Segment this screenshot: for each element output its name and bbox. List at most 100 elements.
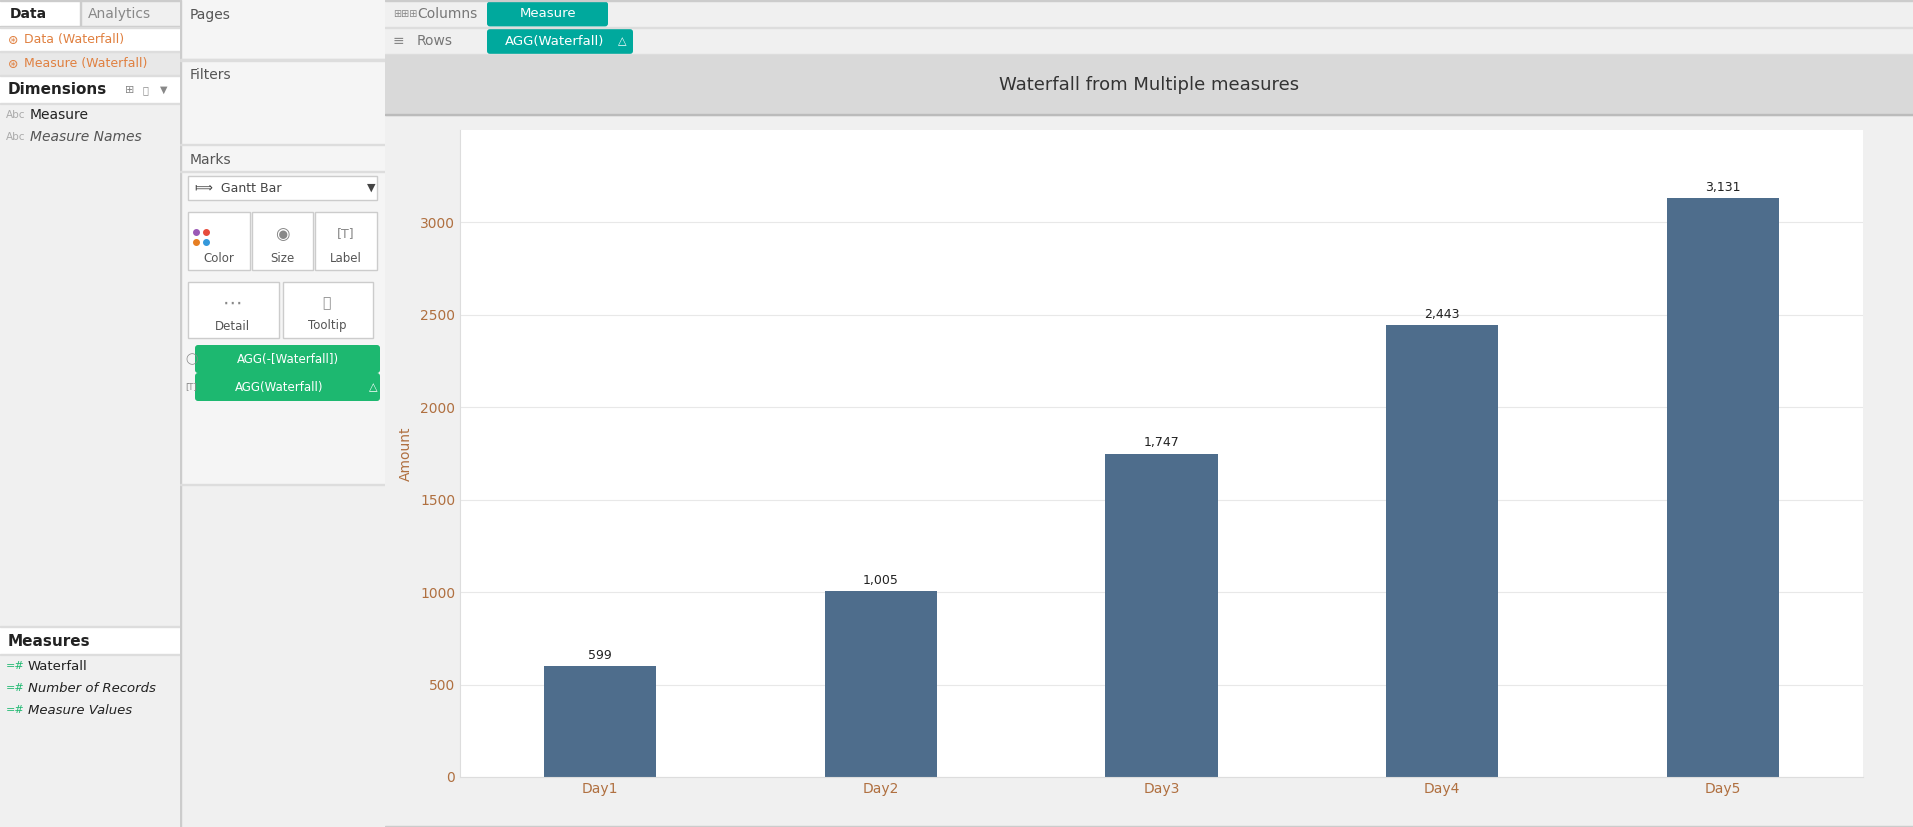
Text: Measure Values: Measure Values bbox=[29, 704, 132, 716]
FancyBboxPatch shape bbox=[488, 2, 608, 26]
Bar bbox=[0, 27, 180, 28]
FancyBboxPatch shape bbox=[195, 373, 381, 401]
Bar bbox=[0, 0, 80, 27]
FancyBboxPatch shape bbox=[195, 345, 381, 373]
Text: ⊞: ⊞ bbox=[124, 85, 134, 95]
Bar bbox=[385, 0, 1913, 27]
Bar bbox=[385, 826, 1913, 827]
Bar bbox=[0, 626, 180, 627]
Bar bbox=[0, 0, 180, 1]
Text: 2,443: 2,443 bbox=[1425, 308, 1460, 321]
Text: Measure Names: Measure Names bbox=[31, 130, 142, 144]
Bar bbox=[180, 171, 385, 172]
Bar bbox=[1387, 325, 1498, 777]
Text: Waterfall from Multiple measures: Waterfall from Multiple measures bbox=[999, 76, 1299, 94]
Text: =#: =# bbox=[6, 705, 25, 715]
Text: Number of Records: Number of Records bbox=[29, 681, 155, 695]
Bar bbox=[385, 55, 1913, 115]
Text: Tooltip: Tooltip bbox=[308, 319, 346, 332]
Text: 3,131: 3,131 bbox=[1704, 180, 1741, 194]
Text: =#: =# bbox=[6, 683, 25, 693]
Bar bbox=[385, 114, 1913, 115]
Text: Detail: Detail bbox=[214, 319, 251, 332]
Bar bbox=[1666, 198, 1779, 777]
Bar bbox=[0, 76, 180, 104]
Text: [T]: [T] bbox=[337, 227, 356, 241]
Text: ▼: ▼ bbox=[161, 85, 168, 95]
Text: =#: =# bbox=[6, 661, 25, 671]
Bar bbox=[0, 75, 180, 76]
Text: Label: Label bbox=[331, 251, 362, 265]
Bar bbox=[180, 59, 385, 60]
Bar bbox=[0, 51, 180, 52]
Bar bbox=[385, 54, 1913, 55]
Text: Color: Color bbox=[203, 251, 233, 265]
Y-axis label: Amount: Amount bbox=[400, 426, 413, 480]
Text: △: △ bbox=[369, 382, 377, 392]
Bar bbox=[385, 0, 1913, 1]
Text: Abc: Abc bbox=[6, 110, 25, 120]
Text: ⋯: ⋯ bbox=[222, 294, 243, 313]
Text: Abc: Abc bbox=[6, 132, 25, 142]
Text: Analytics: Analytics bbox=[88, 7, 151, 21]
Bar bbox=[543, 667, 656, 777]
Bar bbox=[0, 654, 180, 655]
Text: Measure: Measure bbox=[520, 7, 576, 20]
Bar bbox=[180, 60, 385, 61]
Text: AGG(Waterfall): AGG(Waterfall) bbox=[505, 35, 605, 48]
Text: Pages: Pages bbox=[189, 8, 231, 22]
Text: Size: Size bbox=[270, 251, 295, 265]
Bar bbox=[0, 28, 180, 52]
Text: Measures: Measures bbox=[8, 633, 90, 648]
Bar bbox=[0, 627, 180, 655]
FancyBboxPatch shape bbox=[488, 29, 633, 54]
Text: Measure (Waterfall): Measure (Waterfall) bbox=[25, 58, 147, 70]
Bar bbox=[253, 212, 314, 270]
Text: 💬: 💬 bbox=[323, 296, 331, 310]
Text: Waterfall: Waterfall bbox=[29, 659, 88, 672]
Text: 1,005: 1,005 bbox=[863, 574, 899, 586]
Text: Data (Waterfall): Data (Waterfall) bbox=[25, 34, 124, 46]
Text: [T]: [T] bbox=[186, 383, 197, 391]
Bar bbox=[187, 176, 377, 200]
Bar bbox=[187, 282, 279, 338]
Text: ⊛: ⊛ bbox=[8, 58, 19, 70]
Bar bbox=[1106, 454, 1217, 777]
Bar bbox=[180, 145, 385, 485]
Text: 1,747: 1,747 bbox=[1144, 437, 1180, 449]
Bar bbox=[0, 52, 180, 76]
Bar bbox=[385, 26, 1913, 27]
Text: Rows: Rows bbox=[417, 34, 453, 48]
Text: 599: 599 bbox=[589, 648, 612, 662]
Text: AGG(Waterfall): AGG(Waterfall) bbox=[235, 380, 323, 394]
Text: ≡: ≡ bbox=[392, 34, 406, 48]
Text: ⊞⊞⊞: ⊞⊞⊞ bbox=[392, 9, 417, 19]
Text: Data: Data bbox=[10, 7, 48, 21]
Text: Measure: Measure bbox=[31, 108, 90, 122]
Text: ◉: ◉ bbox=[275, 225, 289, 243]
Bar bbox=[180, 60, 385, 145]
Text: Marks: Marks bbox=[189, 153, 231, 167]
Text: Dimensions: Dimensions bbox=[8, 83, 107, 98]
Bar bbox=[0, 0, 180, 27]
Bar bbox=[283, 282, 373, 338]
Text: ◯: ◯ bbox=[186, 353, 197, 365]
Bar bbox=[180, 59, 385, 60]
Text: Filters: Filters bbox=[189, 68, 231, 82]
Bar bbox=[0, 26, 180, 27]
Text: 🔍: 🔍 bbox=[143, 85, 149, 95]
Text: Columns: Columns bbox=[417, 7, 476, 21]
Text: ▼: ▼ bbox=[367, 183, 375, 193]
Bar bbox=[385, 27, 1913, 55]
Bar bbox=[316, 212, 377, 270]
Text: △: △ bbox=[618, 36, 626, 46]
Bar bbox=[180, 144, 385, 145]
Bar bbox=[180, 0, 385, 60]
Text: ⊛: ⊛ bbox=[8, 34, 19, 46]
Bar bbox=[187, 212, 251, 270]
Bar bbox=[0, 103, 180, 104]
Text: AGG(-[Waterfall]): AGG(-[Waterfall]) bbox=[237, 352, 339, 366]
Bar bbox=[825, 591, 937, 777]
Bar bbox=[180, 484, 385, 485]
Text: ⟾  Gantt Bar: ⟾ Gantt Bar bbox=[195, 181, 281, 194]
